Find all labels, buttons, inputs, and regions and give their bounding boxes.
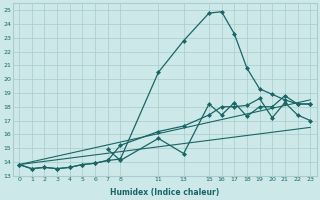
X-axis label: Humidex (Indice chaleur): Humidex (Indice chaleur): [110, 188, 219, 197]
